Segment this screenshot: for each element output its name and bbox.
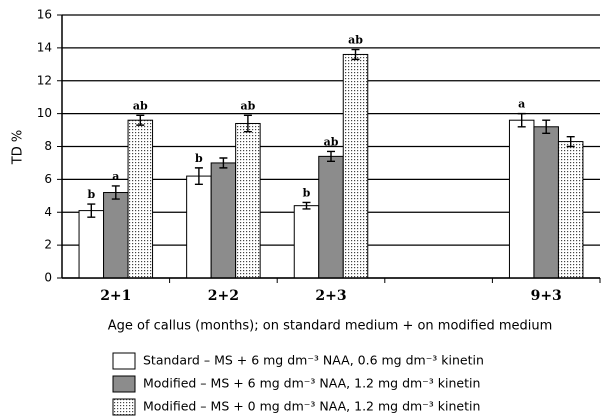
bar — [103, 192, 129, 279]
y-tick-label: 4 — [44, 205, 52, 219]
y-axis-label: TD % — [11, 130, 26, 165]
y-tick-label: 14 — [37, 40, 52, 54]
significance-label: ab — [324, 135, 339, 148]
error-bar — [87, 203, 96, 218]
bar — [210, 162, 237, 279]
significance-label: b — [195, 152, 203, 165]
y-tick-label: 6 — [44, 172, 52, 186]
significance-label: ab — [348, 34, 363, 47]
error-bar — [351, 48, 360, 61]
y-tick-label: 16 — [37, 8, 52, 22]
significance-label: ab — [240, 99, 255, 112]
bar — [508, 119, 535, 279]
x-tick-label: 2+1 — [100, 288, 131, 304]
bar — [127, 119, 154, 279]
legend-swatch — [112, 375, 136, 393]
bar — [235, 122, 261, 279]
significance-label: b — [87, 188, 95, 201]
bar — [186, 175, 212, 279]
error-bar — [111, 185, 120, 200]
legend-label: Standard – MS + 6 mg dm⁻³ NAA, 0.6 mg dm… — [143, 353, 484, 368]
legend-label: Modified – MS + 6 mg dm⁻³ NAA, 1.2 mg dm… — [143, 376, 480, 391]
error-bar — [302, 201, 311, 210]
bar — [318, 155, 344, 279]
error-bar — [327, 150, 335, 162]
bar — [533, 126, 559, 279]
significance-label: a — [112, 170, 119, 183]
x-tick-label: 2+3 — [315, 288, 346, 304]
error-bar — [136, 114, 145, 126]
x-axis-label: Age of callus (months); on standard medi… — [108, 319, 553, 334]
legend-swatch — [112, 398, 136, 416]
significance-label: a — [518, 98, 525, 111]
error-bar — [219, 157, 228, 169]
x-tick-label: 2+2 — [208, 288, 239, 304]
error-bar — [243, 114, 252, 133]
error-bar — [517, 112, 526, 128]
legend-swatch — [112, 352, 136, 370]
significance-label: ab — [133, 99, 148, 112]
error-bar — [566, 135, 575, 148]
error-bar — [542, 119, 551, 135]
y-tick-label: 10 — [37, 106, 52, 120]
x-tick-label: 9+3 — [531, 288, 562, 304]
bar — [293, 205, 320, 279]
bar — [78, 210, 105, 279]
legend-label: Modified – MS + 0 mg dm⁻³ NAA, 1.2 mg dm… — [143, 399, 480, 414]
y-tick-label: 8 — [44, 139, 52, 153]
y-tick-label: 0 — [44, 271, 52, 285]
y-tick-label: 2 — [44, 238, 52, 252]
bar — [342, 53, 369, 279]
y-tick-label: 12 — [37, 73, 52, 87]
bar — [557, 141, 584, 279]
error-bar — [194, 167, 203, 186]
significance-label: b — [303, 186, 311, 199]
